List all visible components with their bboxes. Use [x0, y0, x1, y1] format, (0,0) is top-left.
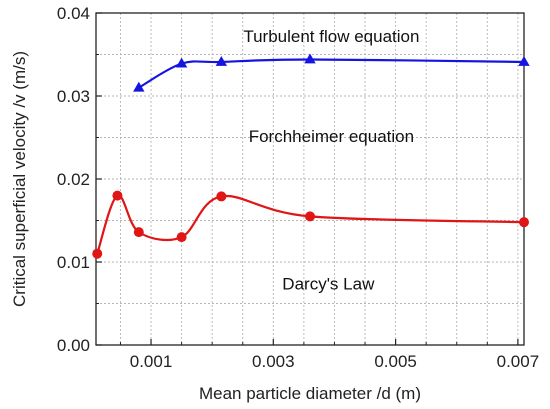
data-point	[175, 57, 188, 68]
annotation-label: Darcy's Law	[282, 275, 375, 294]
data-point	[215, 55, 228, 66]
data-point	[304, 53, 316, 64]
series-0	[133, 53, 530, 92]
y-axis-title: Critical superficial velocity /v (m/s)	[10, 51, 29, 307]
x-tick-label: 0.001	[130, 352, 173, 371]
data-point	[92, 248, 103, 259]
data-point	[518, 55, 530, 66]
x-axis-title: Mean particle diameter /d (m)	[199, 384, 421, 403]
data-point	[216, 191, 227, 202]
y-tick-label: 0.03	[57, 87, 90, 106]
data-point	[305, 211, 315, 222]
x-tick-label: 0.005	[374, 352, 417, 371]
annotations: Turbulent flow equation Forchheimer equat…	[243, 27, 419, 293]
annotation-label: Forchheimer equation	[249, 127, 414, 146]
data-point	[133, 81, 145, 92]
series-line	[96, 194, 525, 255]
grid	[96, 13, 524, 345]
data-point	[519, 217, 529, 228]
y-tick-label: 0.04	[57, 4, 90, 23]
y-tick-label: 0.01	[57, 253, 90, 272]
data-point	[133, 227, 144, 238]
annotation-label: Turbulent flow equation	[243, 27, 419, 46]
x-tick-label: 0.003	[252, 352, 295, 371]
series	[92, 53, 530, 259]
data-point	[112, 190, 123, 201]
y-tick-label: 0.00	[57, 336, 90, 355]
y-tick-label: 0.02	[57, 170, 90, 189]
series-1	[92, 190, 529, 259]
data-point	[176, 232, 187, 243]
x-tick-label: 0.007	[497, 352, 540, 371]
series-line	[138, 58, 525, 89]
axis-ticks: 0.001 0.003 0.005 0.007 0.00 0.01 0.02 0.03 0.04	[57, 4, 539, 371]
